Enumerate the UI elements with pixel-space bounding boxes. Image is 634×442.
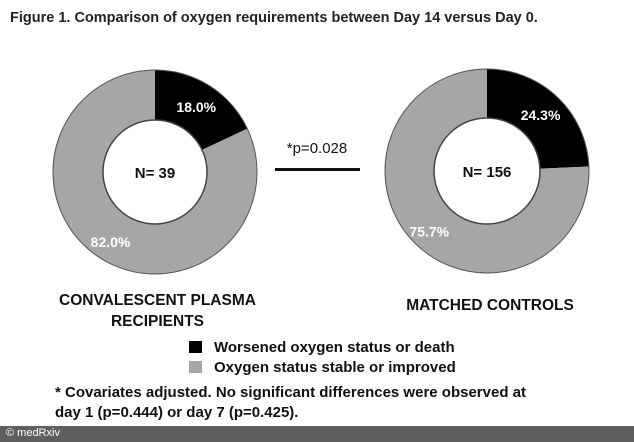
watermark-bar: © medRxiv [0,426,634,442]
p-value-label: *p=0.028 [286,140,348,157]
legend-item-worsened: Worsened oxygen status or death [189,337,456,357]
legend-swatch-stable [189,361,202,373]
group-label-controls: MATCHED CONTROLS [406,297,574,314]
ring-outline-controls [384,68,590,274]
figure-title: Figure 1. Comparison of oxygen requireme… [10,10,538,26]
value-label-plasma-stable: 82.0% [91,234,131,250]
legend-swatch-worsened [189,341,202,353]
donut-hole-plasma [102,119,208,225]
legend-item-stable: Oxygen status stable or improved [189,357,456,377]
center-label-controls: N= 156 [463,164,512,181]
footnote: * Covariates adjusted. No significant di… [55,383,615,423]
significance-line [275,168,360,171]
value-label-plasma-worsened: 18.0% [176,99,216,115]
ring-outline-plasma [52,69,258,275]
donut-hole-controls [433,117,541,225]
center-label-plasma: N= 39 [135,165,175,182]
group-label-plasma: CONVALESCENT PLASMA RECIPIENTS [59,292,256,330]
legend: Worsened oxygen status or death Oxygen s… [189,337,456,377]
value-label-controls-worsened: 24.3% [521,107,561,123]
legend-label-stable: Oxygen status stable or improved [214,358,456,376]
watermark-text: © medRxiv [6,427,60,439]
value-label-controls-stable: 75.7% [409,223,449,239]
legend-label-worsened: Worsened oxygen status or death [214,338,455,356]
footnote-line-1: * Covariates adjusted. No significant di… [55,384,526,401]
footnote-line-2: day 1 (p=0.444) or day 7 (p=0.425). [55,404,299,421]
